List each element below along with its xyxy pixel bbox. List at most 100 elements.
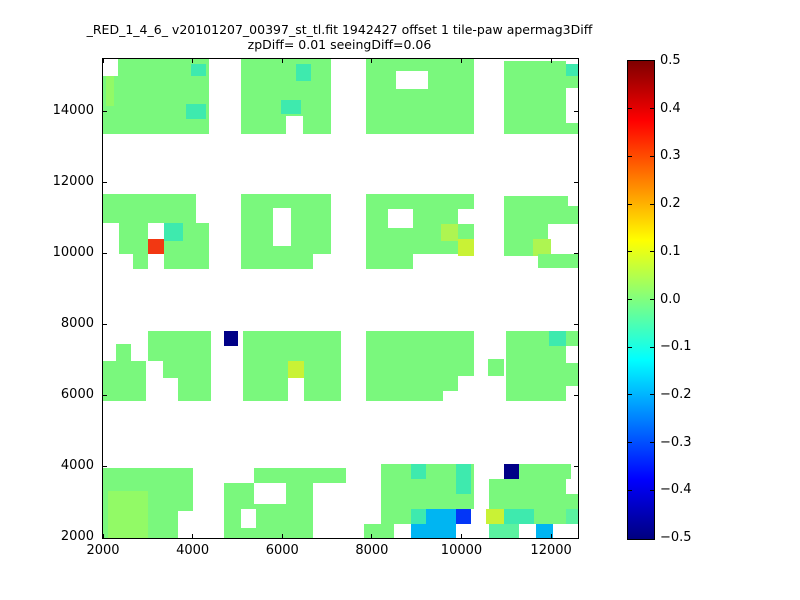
- heatmap-cell: [178, 511, 193, 538]
- heatmap-cell: [566, 386, 578, 401]
- colorbar-tick-mark: [628, 346, 632, 348]
- colorbar-tick-label: −0.1: [660, 339, 692, 355]
- x-tick-label: 2000: [86, 543, 120, 558]
- x-tick-mark: [460, 59, 462, 63]
- colorbar-tick-mark: [650, 394, 654, 396]
- heatmap-cell: [288, 378, 304, 401]
- colorbar-tick-label: −0.2: [660, 386, 692, 402]
- chart-title: _RED_1_4_6_ v20101207_00397_st_tl.fit 19…: [62, 22, 617, 52]
- colorbar-tick-mark: [628, 489, 632, 491]
- heatmap-cell: [280, 100, 302, 114]
- x-tick-mark: [102, 59, 104, 63]
- y-tick-mark: [574, 537, 578, 539]
- chart-title-line1: _RED_1_4_6_ v20101207_00397_st_tl.fit 19…: [86, 22, 593, 37]
- y-tick-mark: [103, 395, 107, 397]
- heatmap-cell: [504, 60, 566, 134]
- colorbar-tick-label: 0.3: [660, 148, 681, 164]
- heatmap-cell: [519, 464, 571, 479]
- colorbar-tick-label: 0.0: [660, 291, 681, 307]
- heatmap-cell: [566, 509, 578, 524]
- y-tick-label: 10000: [52, 244, 94, 260]
- colorbar-tick-mark: [650, 155, 654, 157]
- heatmap-cell: [106, 75, 115, 106]
- plot-area: [102, 58, 579, 539]
- heatmap-cell: [488, 359, 504, 376]
- colorbar-tick-mark: [650, 251, 654, 253]
- heatmap-cell: [396, 70, 429, 89]
- x-tick-mark: [460, 534, 462, 538]
- heatmap-cell: [133, 253, 209, 269]
- colorbar-tick-mark: [628, 442, 632, 444]
- colorbar-tick-mark: [650, 442, 654, 444]
- heatmap-cell: [286, 115, 303, 134]
- heatmap-cell: [458, 238, 474, 256]
- heatmap-cell: [163, 361, 211, 378]
- y-tick-mark: [574, 324, 578, 326]
- heatmap-cell: [241, 253, 313, 269]
- heatmap-cell: [426, 509, 456, 524]
- y-tick-mark: [574, 182, 578, 184]
- heatmap-cell: [548, 206, 578, 224]
- heatmap-cell: [536, 524, 553, 538]
- heatmap-cell: [504, 464, 519, 479]
- heatmap-cell: [504, 509, 534, 524]
- colorbar-tick-mark: [650, 489, 654, 491]
- heatmap-cell: [565, 75, 578, 88]
- heatmap-cell: [549, 331, 566, 346]
- y-tick-label: 2000: [60, 529, 94, 544]
- heatmap-cell: [489, 524, 519, 538]
- heatmap-cell: [108, 491, 148, 538]
- heatmap-cell: [254, 468, 346, 483]
- colorbar-tick-mark: [650, 346, 654, 348]
- heatmap-cell: [456, 509, 471, 524]
- heatmap-cell: [288, 361, 304, 378]
- heatmap-cell: [458, 208, 474, 224]
- x-tick-label: 8000: [355, 543, 389, 558]
- colorbar-tick-label: −0.3: [660, 434, 692, 450]
- heatmap-cell: [364, 524, 394, 538]
- colorbar-tick-mark: [628, 251, 632, 253]
- heatmap-cell: [548, 195, 569, 206]
- heatmap-cell: [565, 63, 578, 76]
- colorbar-tick-mark: [628, 394, 632, 396]
- x-tick-mark: [192, 534, 194, 538]
- heatmap-cell: [535, 122, 578, 134]
- heatmap-cell: [533, 238, 551, 256]
- y-tick-mark: [574, 111, 578, 113]
- x-tick-mark: [371, 534, 373, 538]
- y-tick-mark: [103, 182, 107, 184]
- x-tick-label: 10000: [440, 543, 483, 558]
- colorbar-tick-label: 0.2: [660, 196, 681, 212]
- heatmap-cell: [411, 524, 456, 538]
- y-tick-label: 6000: [60, 386, 94, 402]
- x-tick-mark: [102, 534, 104, 538]
- x-tick-label: 12000: [530, 543, 572, 558]
- heatmap-cell: [190, 63, 206, 76]
- chart-title-line2: zpDiff= 0.01 seeingDiff=0.06: [247, 37, 432, 52]
- heatmap-cell: [566, 345, 578, 363]
- heatmap-cell: [411, 509, 426, 524]
- y-tick-mark: [103, 111, 107, 113]
- heatmap-cell: [456, 464, 471, 494]
- heatmap-cell: [254, 483, 286, 504]
- y-tick-mark: [103, 253, 107, 255]
- heatmap-cell: [486, 509, 504, 524]
- heatmap-cell: [366, 391, 443, 401]
- x-tick-mark: [371, 59, 373, 63]
- x-tick-mark: [550, 59, 552, 63]
- heatmap-cell: [103, 361, 146, 401]
- x-tick-mark: [281, 534, 283, 538]
- heatmap-cell: [388, 208, 413, 228]
- y-tick-mark: [574, 466, 578, 468]
- colorbar-tick-mark: [628, 203, 632, 205]
- heatmap-cell: [566, 494, 578, 509]
- y-tick-mark: [574, 253, 578, 255]
- heatmap-cell: [186, 103, 206, 119]
- x-tick-mark: [192, 59, 194, 63]
- x-tick-mark: [281, 59, 283, 63]
- colorbar-tick-mark: [628, 108, 632, 110]
- y-tick-label: 12000: [52, 173, 94, 189]
- heatmap-cell: [366, 331, 474, 376]
- y-tick-label: 4000: [60, 457, 94, 473]
- colorbar: [627, 60, 655, 540]
